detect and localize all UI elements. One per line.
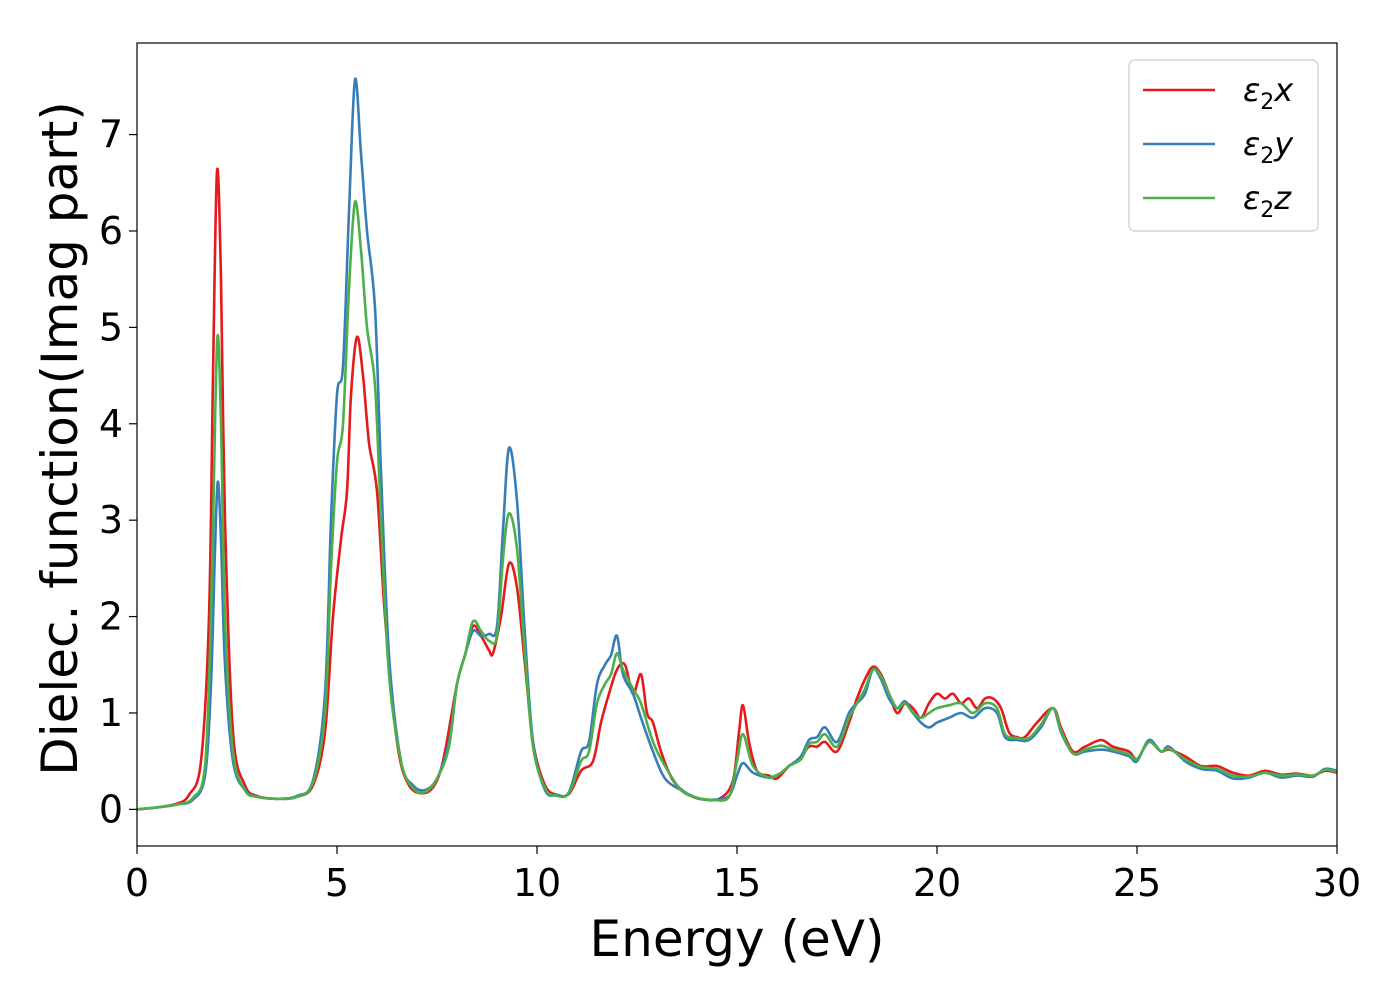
- y-axis-title: Dielec. function(Imag part): [31, 101, 89, 776]
- x-tick-label: 0: [125, 861, 149, 905]
- y-tick-label: 0: [99, 787, 123, 831]
- x-axis-ticks: 0 5 10 15 20 25 30: [125, 846, 1361, 905]
- legend-box: [1128, 59, 1319, 232]
- y-tick-label: 7: [99, 113, 123, 157]
- x-tick-label: 10: [513, 861, 561, 905]
- y-tick-label: 4: [99, 402, 123, 446]
- y-tick-label: 1: [99, 691, 123, 735]
- y-axis-ticks: 0 1 2 3 4 5 6 7: [99, 113, 137, 831]
- x-axis-title: Energy (eV): [590, 910, 885, 968]
- y-tick-label: 2: [99, 595, 123, 639]
- x-tick-label: 25: [1113, 861, 1161, 905]
- y-tick-label: 6: [99, 209, 123, 253]
- legend-label: ε2x: [1243, 71, 1294, 115]
- x-tick-label: 15: [713, 861, 761, 905]
- series-layer: [136, 77, 1338, 811]
- legend: ε2x ε2y ε2z: [1128, 59, 1319, 232]
- y-tick-label: 3: [99, 498, 123, 542]
- x-tick-label: 5: [325, 861, 349, 905]
- y-tick-label: 5: [99, 305, 123, 349]
- legend-label: ε2z: [1243, 179, 1292, 223]
- x-tick-label: 30: [1313, 861, 1361, 905]
- series-line-3: [136, 200, 1338, 811]
- x-tick-label: 20: [913, 861, 961, 905]
- legend-label: ε2y: [1243, 125, 1294, 169]
